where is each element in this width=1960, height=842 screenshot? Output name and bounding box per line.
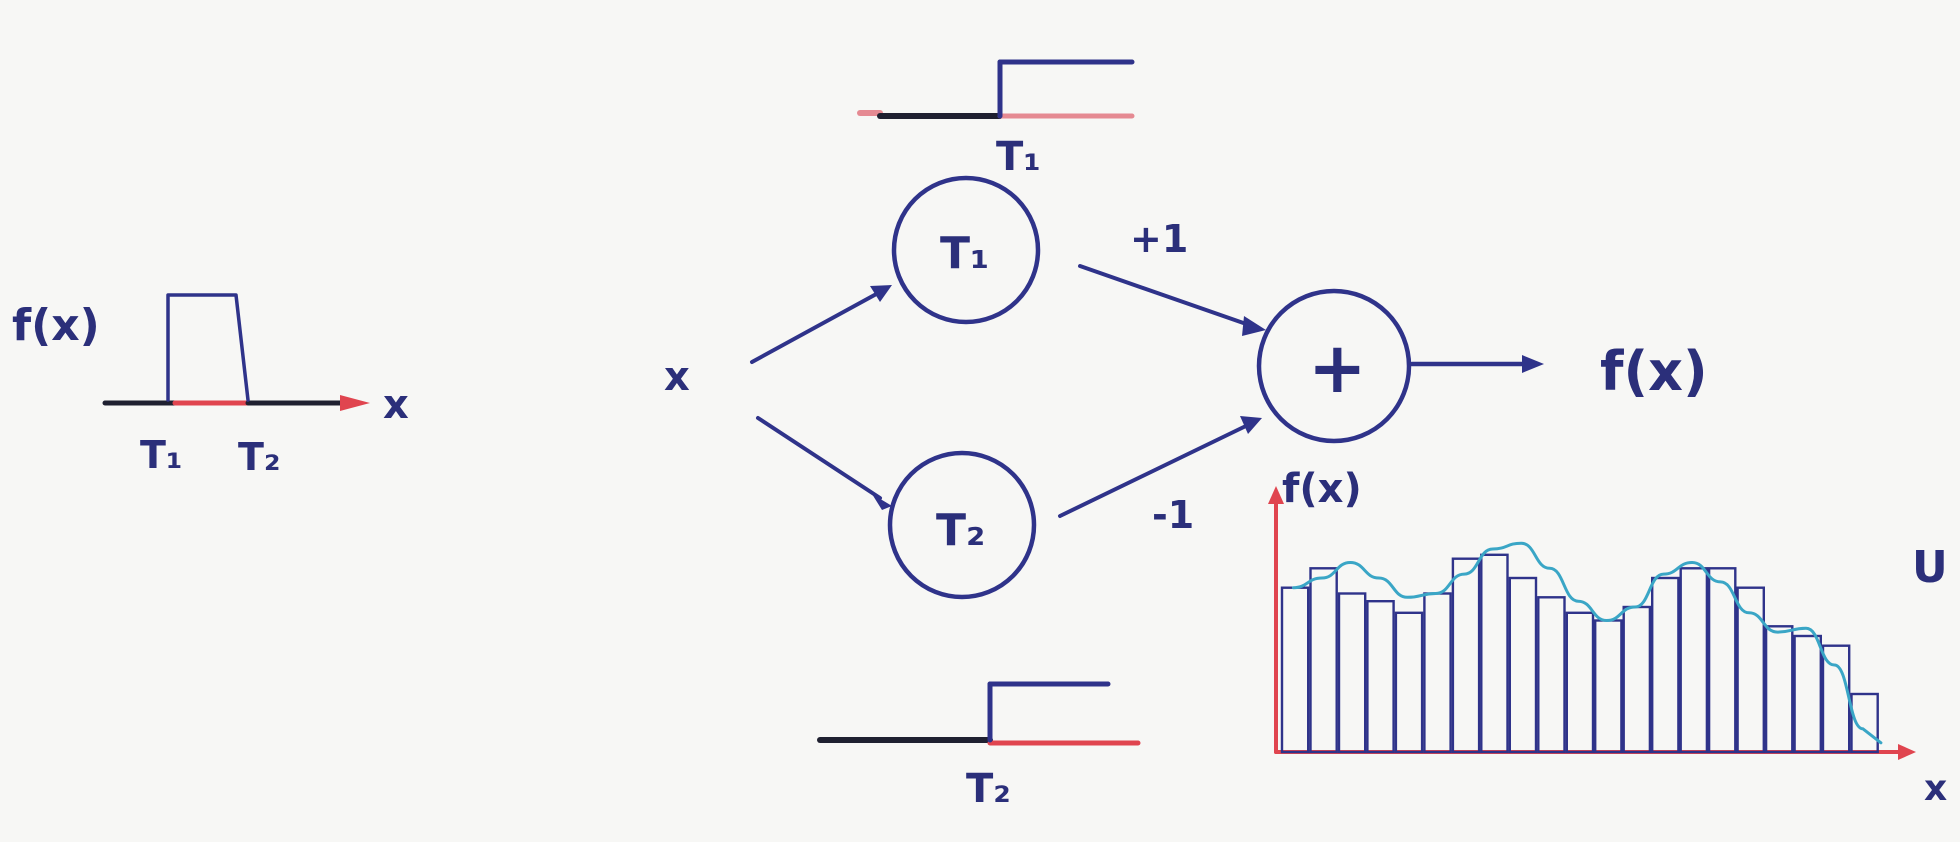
chart-bar xyxy=(1707,567,1737,754)
output-label: f(x) xyxy=(1600,340,1708,403)
chart-bar xyxy=(1394,611,1424,754)
arrowhead-t1-to-sum xyxy=(1242,316,1266,336)
sum-symbol: + xyxy=(1308,327,1367,409)
chart-bar xyxy=(1565,611,1595,754)
chart-bar xyxy=(1309,567,1338,754)
weight-top: +1 xyxy=(1130,217,1188,261)
node-t2 xyxy=(887,450,1037,600)
arrowhead-t2-to-sum xyxy=(1240,416,1262,434)
left-pulse-plot: f(x) x T₁ T₂ xyxy=(12,293,409,479)
step-bottom-label: T₂ xyxy=(966,766,1011,812)
chart-bar xyxy=(1593,619,1623,754)
left-pulse-shape xyxy=(166,293,250,402)
arrowhead-output xyxy=(1522,355,1544,373)
arrow-t1-to-sum xyxy=(1078,264,1254,328)
chart-bar xyxy=(1764,625,1794,754)
chart-bar xyxy=(1622,605,1652,754)
node-t1 xyxy=(891,175,1041,325)
left-tick-t2: T₂ xyxy=(238,435,281,479)
chart-bar xyxy=(1451,557,1481,754)
input-x: x xyxy=(664,354,690,400)
chart-ylabel: f(x) xyxy=(1282,466,1362,512)
left-tick-t1: T₁ xyxy=(140,433,183,477)
step-top: T₁ xyxy=(857,59,1135,180)
node-t2-label: T₂ xyxy=(936,505,985,556)
left-xlabel: x xyxy=(383,382,409,428)
chart-bar xyxy=(1508,576,1538,754)
chart-bar xyxy=(1679,567,1709,754)
left-axis-arrowhead xyxy=(340,395,370,411)
left-ylabel: f(x) xyxy=(12,300,100,351)
chart-bar xyxy=(1850,692,1879,754)
chart-smooth-curve xyxy=(1291,541,1883,745)
chart-bar xyxy=(1650,576,1680,754)
arrowhead-x-to-t2 xyxy=(872,494,892,510)
chart-bar xyxy=(1736,586,1765,754)
chart-bars xyxy=(1280,553,1879,754)
chart-xlabel: x xyxy=(1924,768,1947,809)
bar-approx-chart: f(x) x U xyxy=(1268,466,1948,809)
chart-bar xyxy=(1280,586,1310,754)
arrowhead-x-to-t1 xyxy=(870,285,892,302)
chart-bar xyxy=(1423,592,1452,754)
weight-bottom: -1 xyxy=(1152,493,1194,537)
node-t1-label: T₁ xyxy=(940,228,989,279)
chart-cut-label: U xyxy=(1912,542,1948,593)
chart-x-arrowhead xyxy=(1898,744,1916,760)
chart-y-arrowhead xyxy=(1268,486,1284,504)
step-bottom: T₂ xyxy=(817,681,1141,812)
chart-bar xyxy=(1366,600,1395,754)
arrow-x-to-t2 xyxy=(756,416,882,500)
chart-bar xyxy=(1337,592,1367,754)
chart-bar xyxy=(1480,553,1509,754)
arrow-t2-to-sum xyxy=(1058,422,1252,518)
arrow-x-to-t1 xyxy=(750,290,882,364)
sum-node xyxy=(1256,288,1412,444)
chart-bar xyxy=(1537,596,1566,754)
step-top-label: T₁ xyxy=(996,134,1041,180)
network: x T₁ T₂ +1 -1 + f(x) xyxy=(664,175,1708,600)
chart-bar xyxy=(1793,634,1822,754)
